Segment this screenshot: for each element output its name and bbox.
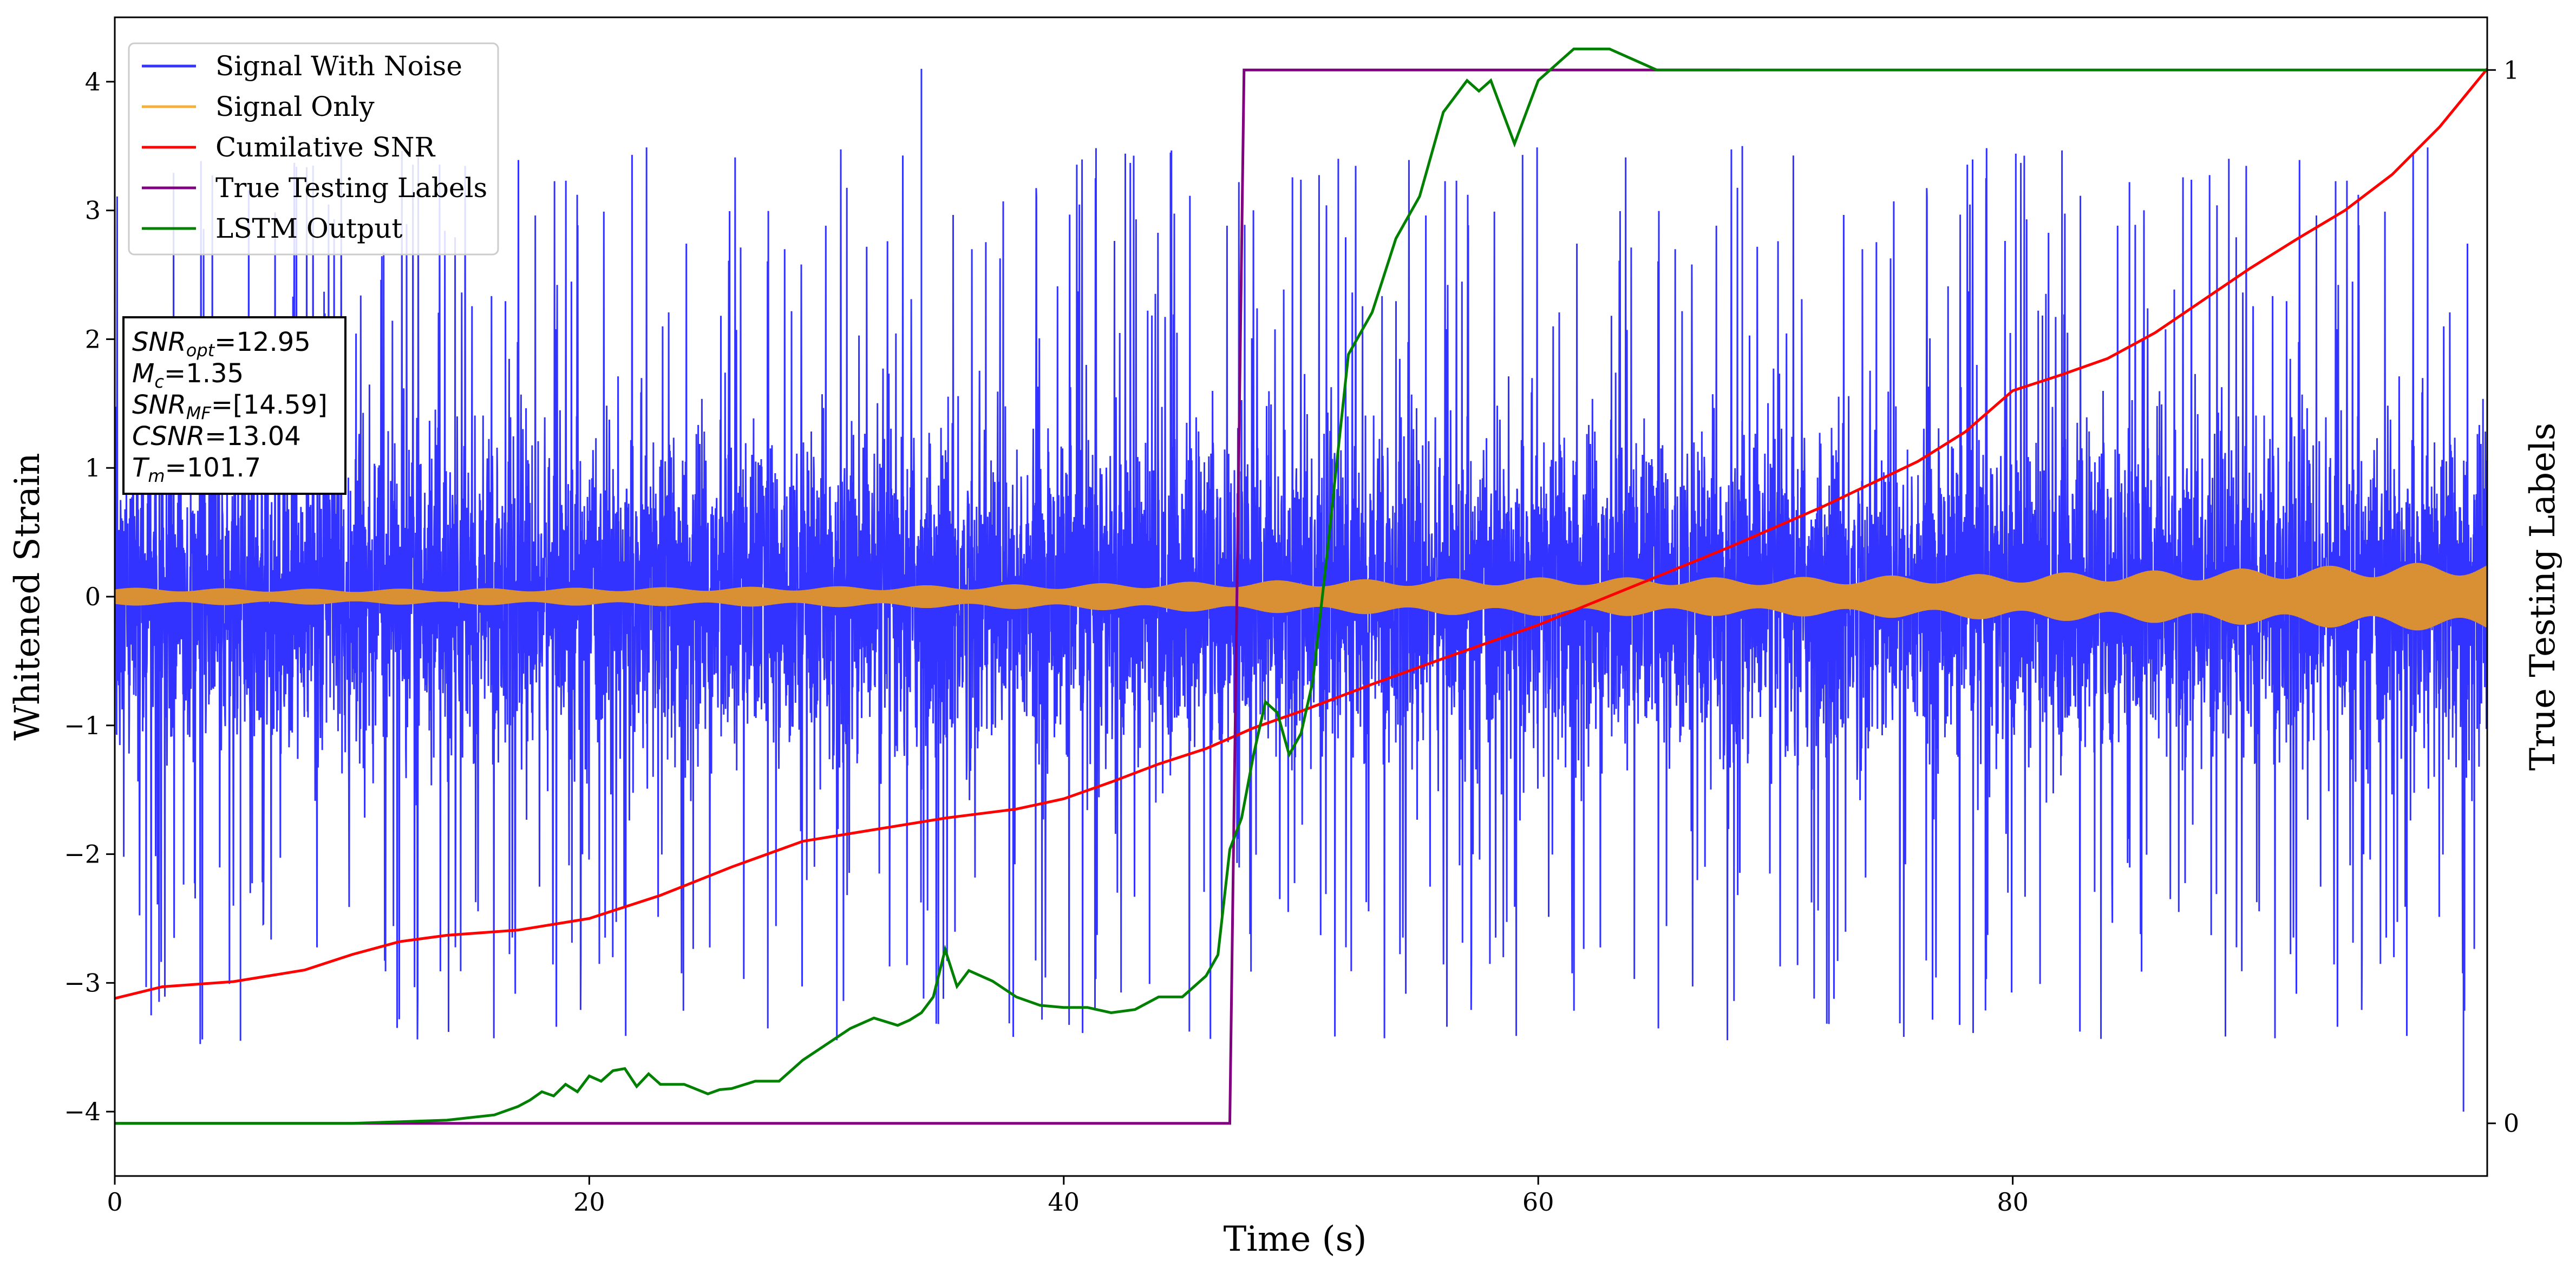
legend-label: Signal With Noise <box>215 50 462 82</box>
x-tick-label: 60 <box>1522 1187 1554 1217</box>
legend-label: Signal Only <box>215 91 375 122</box>
legend-entry: Signal With Noise <box>142 50 462 82</box>
y-tick-label: 3 <box>85 196 101 225</box>
y2-tick-label: 1 <box>2503 55 2519 84</box>
y2-axis-ticks: 01 <box>2487 55 2519 1138</box>
series-signal-with-noise <box>115 69 2487 1112</box>
y-tick-label: −4 <box>64 1097 101 1126</box>
info-line-tm: Tm=101.7 <box>132 453 261 486</box>
y-tick-label: −3 <box>64 968 101 997</box>
info-line-csnr: CSNR=13.04 <box>132 421 301 452</box>
x-tick-label: 20 <box>573 1187 605 1217</box>
y-axis-ticks: −4 −3 −2 −1 0 1 2 3 4 <box>64 67 115 1126</box>
y-tick-label: 2 <box>85 324 101 354</box>
series-signal-only <box>115 563 2487 631</box>
legend-entry: Signal Only <box>142 91 375 122</box>
info-line-snr-opt: SNRopt=12.95 <box>132 327 311 361</box>
legend-entry: LSTM Output <box>142 213 402 244</box>
legend-label: LSTM Output <box>215 213 402 244</box>
legend-label: Cumilative SNR <box>215 132 435 163</box>
y-tick-label: 0 <box>85 582 101 611</box>
legend-entry: Cumilative SNR <box>142 132 435 163</box>
x-axis-ticks: 0 20 40 60 80 <box>107 1176 2029 1217</box>
info-box-frame <box>122 316 346 495</box>
legend-entry: True Testing Labels <box>142 172 487 204</box>
info-line-mc: Mc=1.35 <box>132 358 244 392</box>
legend-label: True Testing Labels <box>215 172 487 204</box>
legend-box <box>128 42 499 256</box>
series-layer <box>115 47 2487 1125</box>
x-axis-title: Time (s) <box>1224 1219 1367 1259</box>
series-cumilative-snr <box>115 68 2487 1000</box>
y2-axis-title: True Testing Labels <box>2523 423 2563 771</box>
y-axis-title: Whitened Strain <box>8 453 48 740</box>
info-box: SNRopt=12.95 Mc=1.35 SNRMF=[14.59] CSNR=… <box>122 316 346 495</box>
x-tick-label: 0 <box>107 1187 122 1217</box>
x-tick-label: 80 <box>1997 1187 2029 1217</box>
y-tick-label: 4 <box>85 67 101 96</box>
y-tick-label: −2 <box>64 840 101 869</box>
x-tick-label: 40 <box>1048 1187 1080 1217</box>
info-line-snr-mf: SNRMF=[14.59] <box>132 390 328 423</box>
legend: Signal With Noise Signal Only Cumilative… <box>128 42 499 256</box>
series-lstm-output <box>115 47 2487 1125</box>
series-true-testing-labels <box>115 68 1740 1125</box>
y-tick-label: 1 <box>85 453 101 482</box>
y2-tick-label: 0 <box>2503 1109 2519 1138</box>
y-tick-label: −1 <box>64 711 101 740</box>
